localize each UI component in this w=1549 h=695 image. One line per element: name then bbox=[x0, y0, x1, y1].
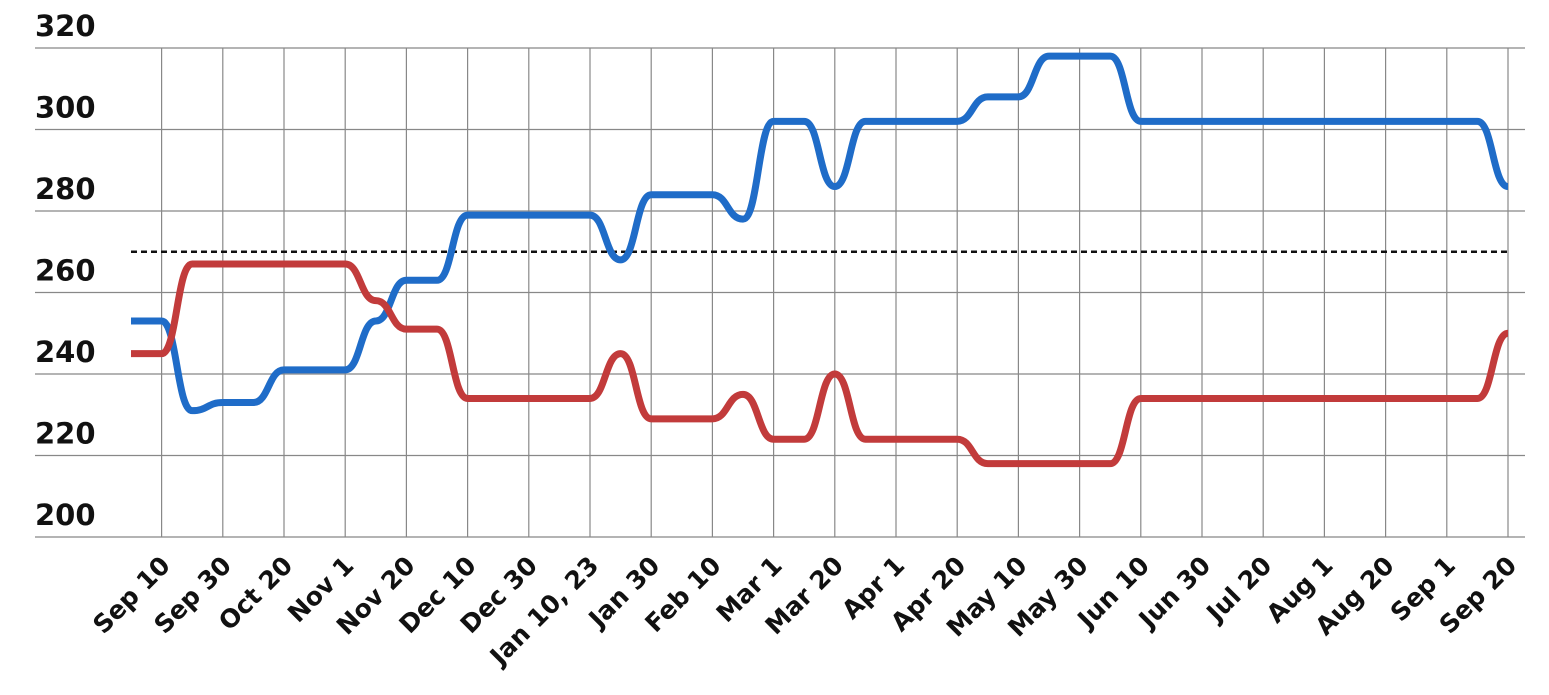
y-tick-label: 200 bbox=[35, 498, 96, 532]
series-line bbox=[131, 52, 1510, 415]
y-tick-label: 220 bbox=[35, 417, 96, 451]
series-line bbox=[130, 260, 1510, 468]
y-tick-label: 240 bbox=[35, 335, 96, 369]
y-tick-label: 260 bbox=[35, 254, 96, 288]
x-tick-label: Jul 20 bbox=[1200, 551, 1278, 629]
y-tick-label: 300 bbox=[35, 91, 96, 125]
y-tick-label: 320 bbox=[35, 9, 96, 43]
y-tick-label: 280 bbox=[35, 172, 96, 206]
